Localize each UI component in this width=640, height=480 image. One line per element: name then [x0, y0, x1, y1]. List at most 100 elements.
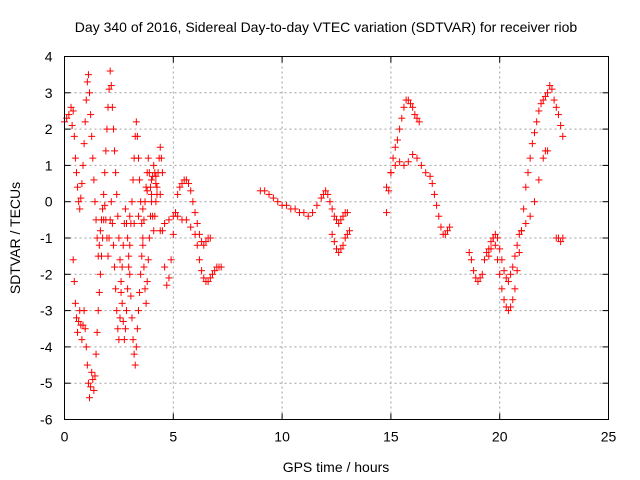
data-point: [82, 343, 90, 351]
data-point: [435, 212, 443, 220]
data-point: [88, 132, 96, 140]
data-point: [142, 299, 150, 307]
data-point: [541, 92, 549, 100]
data-point: [136, 176, 144, 184]
data-point: [144, 154, 152, 162]
data-point: [134, 212, 142, 220]
data-point: [171, 209, 179, 217]
data-point: [129, 176, 137, 184]
data-point: [91, 198, 99, 206]
data-point: [148, 176, 156, 184]
data-point: [185, 180, 193, 188]
data-point: [330, 238, 338, 246]
data-point: [337, 245, 345, 253]
x-tick-label: 0: [61, 429, 69, 445]
data-point: [198, 267, 206, 275]
data-point: [191, 209, 199, 217]
data-point: [500, 296, 508, 304]
data-point: [71, 154, 79, 162]
data-point: [125, 252, 133, 260]
data-point: [103, 125, 111, 133]
data-point: [476, 274, 484, 282]
data-point: [400, 103, 408, 111]
data-point: [496, 270, 504, 278]
data-point: [88, 368, 96, 376]
data-point: [515, 230, 523, 238]
data-point: [339, 241, 347, 249]
data-point: [406, 100, 414, 108]
data-point: [396, 158, 404, 166]
data-point: [84, 71, 92, 79]
data-point: [72, 169, 80, 177]
data-point: [441, 230, 449, 238]
data-point: [123, 307, 131, 315]
data-point: [195, 256, 203, 264]
x-tick-label: 20: [492, 429, 508, 445]
data-point: [535, 176, 543, 184]
y-tick-label: 2: [45, 121, 53, 137]
data-point: [141, 285, 149, 293]
data-point: [309, 209, 317, 217]
data-point: [513, 267, 521, 275]
data-point: [108, 219, 116, 227]
data-point: [330, 212, 338, 220]
series-arc-4: [156, 212, 225, 286]
data-points: [61, 67, 567, 402]
y-tick-label: 1: [45, 157, 53, 173]
data-point: [99, 205, 107, 213]
data-point: [127, 292, 135, 300]
data-point: [118, 299, 126, 307]
data-point: [134, 307, 142, 315]
data-point: [96, 270, 104, 278]
data-point: [507, 303, 515, 311]
data-point: [491, 241, 499, 249]
data-point: [557, 121, 565, 129]
data-point: [83, 78, 91, 86]
data-point: [411, 111, 419, 119]
data-point: [515, 249, 523, 257]
data-point: [71, 299, 79, 307]
data-point: [113, 307, 121, 315]
data-point: [139, 205, 147, 213]
series-arc-11: [552, 234, 567, 246]
data-point: [346, 227, 354, 235]
data-point: [494, 234, 502, 242]
data-point: [446, 223, 454, 231]
data-point: [522, 183, 530, 191]
data-point: [422, 169, 430, 177]
data-point: [132, 343, 140, 351]
data-point: [389, 154, 397, 162]
data-point: [152, 198, 160, 206]
data-point: [69, 256, 77, 264]
y-tick-label: -6: [40, 412, 53, 428]
data-point: [387, 169, 395, 177]
y-tick-label: -5: [40, 375, 53, 391]
data-point: [152, 180, 160, 188]
data-point: [156, 190, 164, 198]
data-point: [131, 361, 139, 369]
data-point: [413, 114, 421, 122]
data-point: [68, 121, 76, 129]
data-point: [133, 325, 141, 333]
data-point: [123, 219, 131, 227]
data-point: [158, 169, 166, 177]
data-point: [130, 350, 138, 358]
data-point: [126, 212, 134, 220]
data-point: [87, 111, 95, 119]
data-point: [78, 180, 86, 188]
data-point: [118, 263, 126, 271]
data-point: [141, 198, 149, 206]
data-point: [80, 307, 88, 315]
data-point: [470, 267, 478, 275]
data-point: [101, 201, 109, 209]
data-point: [491, 230, 499, 238]
data-point: [126, 241, 134, 249]
data-point: [554, 111, 562, 119]
data-point: [189, 198, 197, 206]
data-point: [86, 89, 94, 97]
data-point: [485, 252, 493, 260]
chart-title: Day 340 of 2016, Sidereal Day-to-day VTE…: [75, 19, 578, 35]
data-point: [548, 85, 556, 93]
data-point: [413, 154, 421, 162]
data-point: [107, 82, 115, 90]
